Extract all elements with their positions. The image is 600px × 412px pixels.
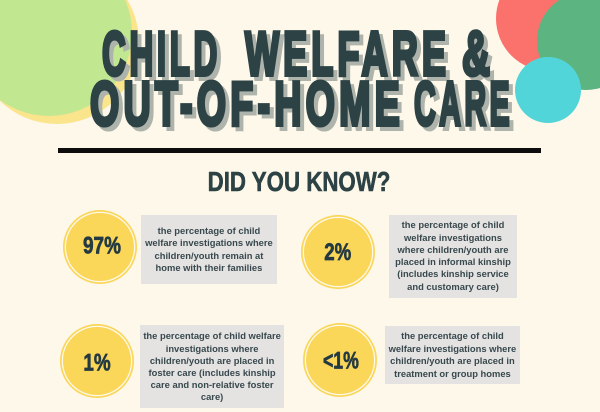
svg-text:&: &: [466, 24, 498, 94]
svg-text:97%: 97%: [83, 232, 121, 259]
svg-text:1%: 1%: [83, 350, 110, 377]
svg-text:<1%: <1%: [323, 348, 359, 375]
svg-text:WELFARE: WELFARE: [249, 23, 454, 93]
svg-text:CHILD: CHILD: [102, 19, 221, 89]
svg-text:CARE: CARE: [414, 69, 513, 139]
svg-text:WELFARE: WELFARE: [245, 19, 450, 89]
svg-text:2%: 2%: [324, 239, 351, 266]
svg-text:OUT-OF-HOME: OUT-OF-HOME: [90, 69, 404, 139]
svg-text:CARE: CARE: [418, 73, 517, 143]
svg-text:&: &: [462, 20, 494, 90]
svg-text:CHILD: CHILD: [106, 23, 225, 93]
svg-text:OUT-OF-HOME: OUT-OF-HOME: [94, 73, 408, 143]
